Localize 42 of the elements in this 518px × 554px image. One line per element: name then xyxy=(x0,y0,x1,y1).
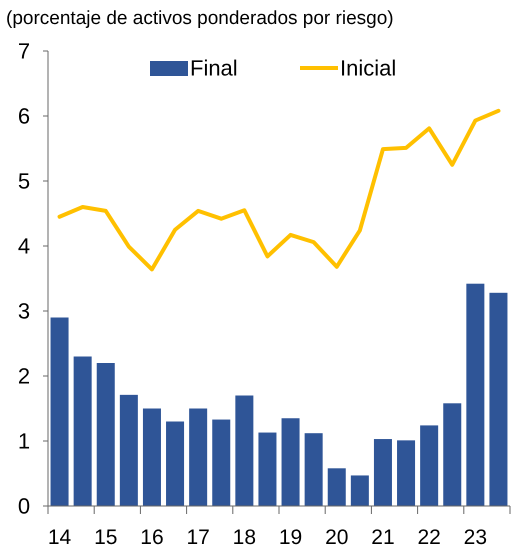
bar xyxy=(212,420,230,506)
bar xyxy=(420,425,438,506)
x-tick-label: 18 xyxy=(232,526,256,549)
bar xyxy=(489,292,508,506)
bar xyxy=(304,433,323,506)
bar xyxy=(74,356,92,506)
bar xyxy=(120,394,138,506)
legend-label: Final xyxy=(190,56,238,81)
bar xyxy=(350,475,369,506)
legend-label: Inicial xyxy=(340,56,396,81)
bar xyxy=(397,440,416,506)
y-tick-label: 2 xyxy=(18,364,30,389)
y-tick-label: 7 xyxy=(18,38,30,64)
x-tick-label: 16 xyxy=(140,526,164,549)
bar xyxy=(96,363,115,506)
bar xyxy=(282,418,300,506)
x-tick-label: 17 xyxy=(186,526,210,549)
bar xyxy=(374,439,392,506)
x-tick-label: 15 xyxy=(94,526,118,549)
x-tick-label: 22 xyxy=(417,526,441,549)
bar xyxy=(258,432,276,506)
x-tick-label: 19 xyxy=(278,526,302,549)
y-tick-label: 6 xyxy=(18,104,30,129)
bar xyxy=(328,468,346,506)
y-tick-label: 3 xyxy=(18,298,30,324)
x-tick-label: 23 xyxy=(464,526,488,549)
chart-title: (porcentaje de activos ponderados por riesgo) xyxy=(6,8,394,29)
y-tick-label: 4 xyxy=(18,234,30,259)
y-tick-label: 0 xyxy=(18,494,30,519)
y-tick-label: 5 xyxy=(18,168,30,194)
bar xyxy=(50,318,69,506)
y-tick-label: 1 xyxy=(18,428,30,454)
bar xyxy=(443,403,462,506)
x-tick-label: 14 xyxy=(48,526,72,549)
x-tick-label: 21 xyxy=(371,526,395,549)
x-tick-label: 20 xyxy=(325,526,348,549)
bar xyxy=(166,422,184,506)
bar xyxy=(466,284,484,506)
line-series xyxy=(58,108,500,272)
bar xyxy=(235,396,254,506)
bar xyxy=(142,408,161,506)
bar xyxy=(189,408,208,506)
